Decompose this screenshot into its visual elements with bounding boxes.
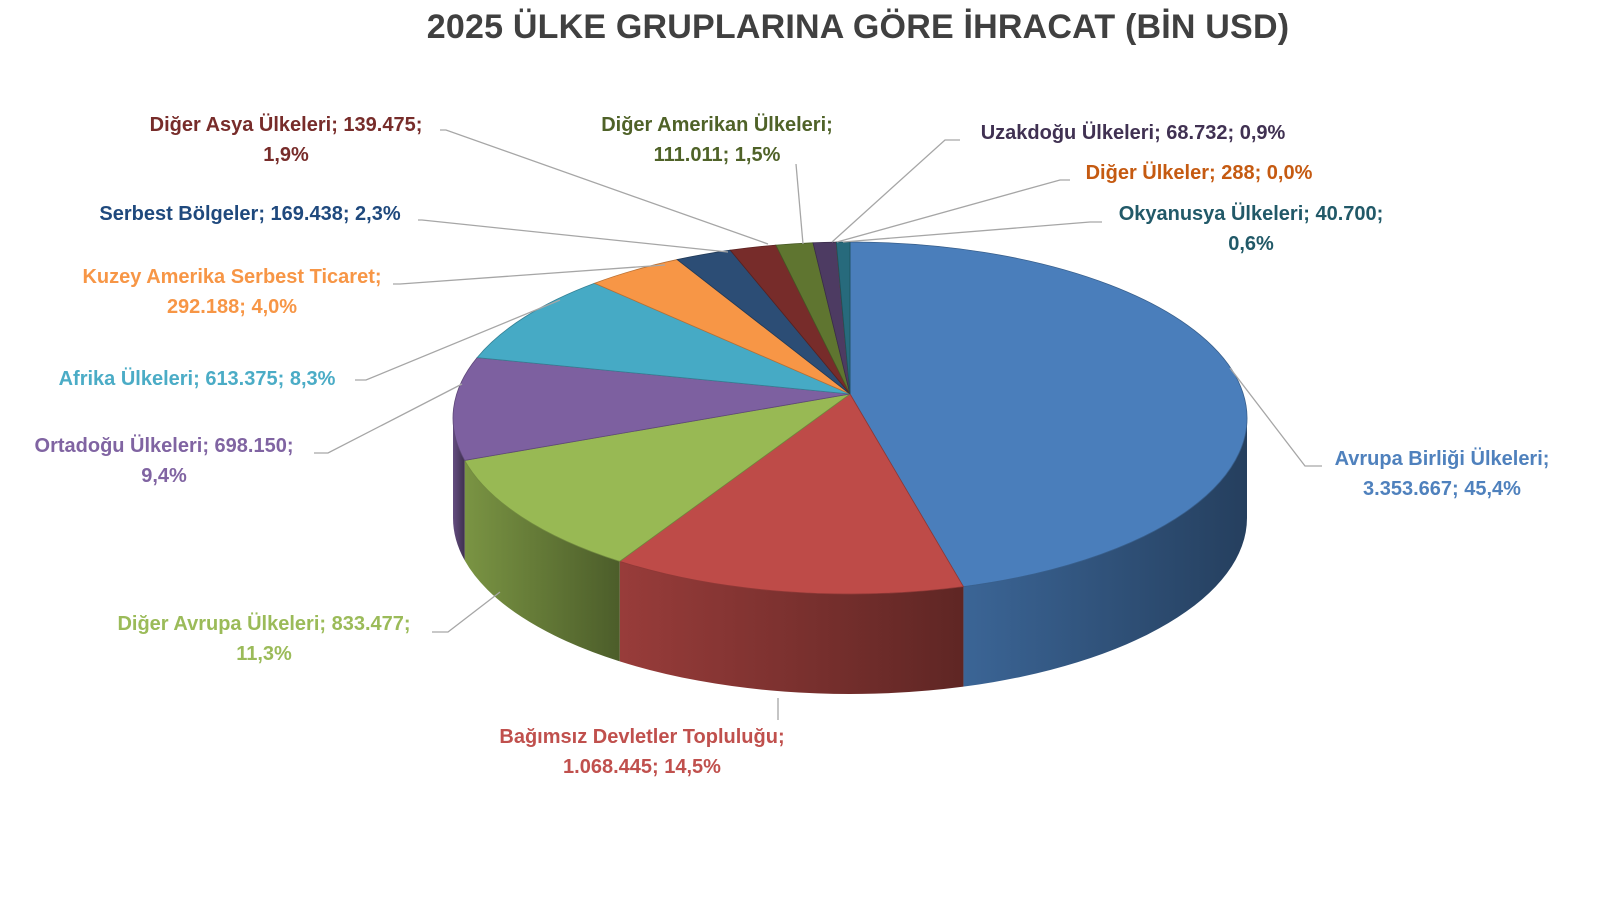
data-label: Diğer Asya Ülkeleri; 139.475; 1,9% [150,110,423,170]
data-label-line: 3.353.667; 45,4% [1363,478,1521,500]
leader-line [831,139,960,243]
leader-line [1229,367,1322,467]
data-label: Kuzey Amerika Serbest Ticaret; 292.188; 4… [82,262,381,322]
leader-line [418,219,729,253]
data-label-line: 9,4% [141,465,187,487]
data-label-line: Uzakdoğu Ülkeleri; 68.732; 0,9% [980,122,1286,144]
leader-lines [314,129,1322,720]
leader-line [836,179,1070,243]
data-label-line: 1.068.445; 14,5% [563,756,721,778]
pie-slice [452,357,851,461]
data-label: Diğer Amerikan Ülkeleri; 111.011; 1,5% [601,110,833,170]
data-label-line: Afrika Ülkeleri; 613.375; 8,3% [58,368,336,390]
leader-line [314,383,463,454]
data-label: Serbest Bölgeler; 169.438; 2,3% [99,199,400,229]
data-label-line: 1,9% [263,144,309,166]
data-label: Uzakdoğu Ülkeleri; 68.732; 0,9% [981,118,1286,148]
data-label-line: Kuzey Amerika Serbest Ticaret; [82,266,382,288]
data-label-line: 111.011; 1,5% [653,144,781,166]
pie-sides [453,418,1247,694]
data-label-line: 0,6% [1228,233,1274,255]
pie-slice-side [619,561,964,694]
leader-line [432,591,501,633]
data-label-line: Diğer Ülkeler; 288; 0,0% [1085,162,1313,184]
data-label: Bağımsız Devletler Topluluğu; 1.068.445; … [499,722,784,782]
data-label-line: 11,3% [236,643,292,665]
data-label: Okyanusya Ülkeleri; 40.700; 0,6% [1119,199,1384,259]
data-label: Avrupa Birliği Ülkeleri; 3.353.667; 45,4% [1335,444,1550,504]
data-label-line: Diğer Amerikan Ülkeleri; [601,114,833,136]
pie-tops [452,241,1248,595]
leader-line [440,129,769,245]
leader-line [842,221,1102,243]
pie-slice-side [963,418,1247,687]
data-label-line: Avrupa Birliği Ülkeleri; [1334,448,1550,470]
pie-slice-side [464,460,620,662]
pie-slice [464,393,851,562]
leader-line [795,163,804,245]
data-label: Diğer Avrupa Ülkeleri; 833.477; 11,3% [117,609,410,669]
pie-slice [618,393,965,595]
leader-line [355,299,561,381]
data-label-line: Serbest Bölgeler; 169.438; 2,3% [99,203,401,225]
pie-slice-side [453,418,465,561]
data-label: Afrika Ülkeleri; 613.375; 8,3% [59,364,336,394]
data-label-line: 292.188; 4,0% [166,296,298,318]
data-label-line: Okyanusya Ülkeleri; 40.700; [1118,203,1384,225]
data-label-line: Diğer Avrupa Ülkeleri; 833.477; [117,613,411,635]
leader-line [393,264,666,285]
pie-slice [476,282,851,395]
data-label-line: Bağımsız Devletler Topluluğu; [499,726,785,748]
pie-slice [849,241,1248,588]
data-label: Diğer Ülkeler; 288; 0,0% [1086,158,1313,188]
chart-title: 2025 ÜLKE GRUPLARINA GÖRE İHRACAT (BİN U… [426,8,1290,46]
data-label-line: Diğer Asya Ülkeleri; 139.475; [149,114,423,136]
data-label: Ortadoğu Ülkeleri; 698.150; 9,4% [35,431,294,491]
data-label-line: Ortadoğu Ülkeleri; 698.150; [34,435,294,457]
